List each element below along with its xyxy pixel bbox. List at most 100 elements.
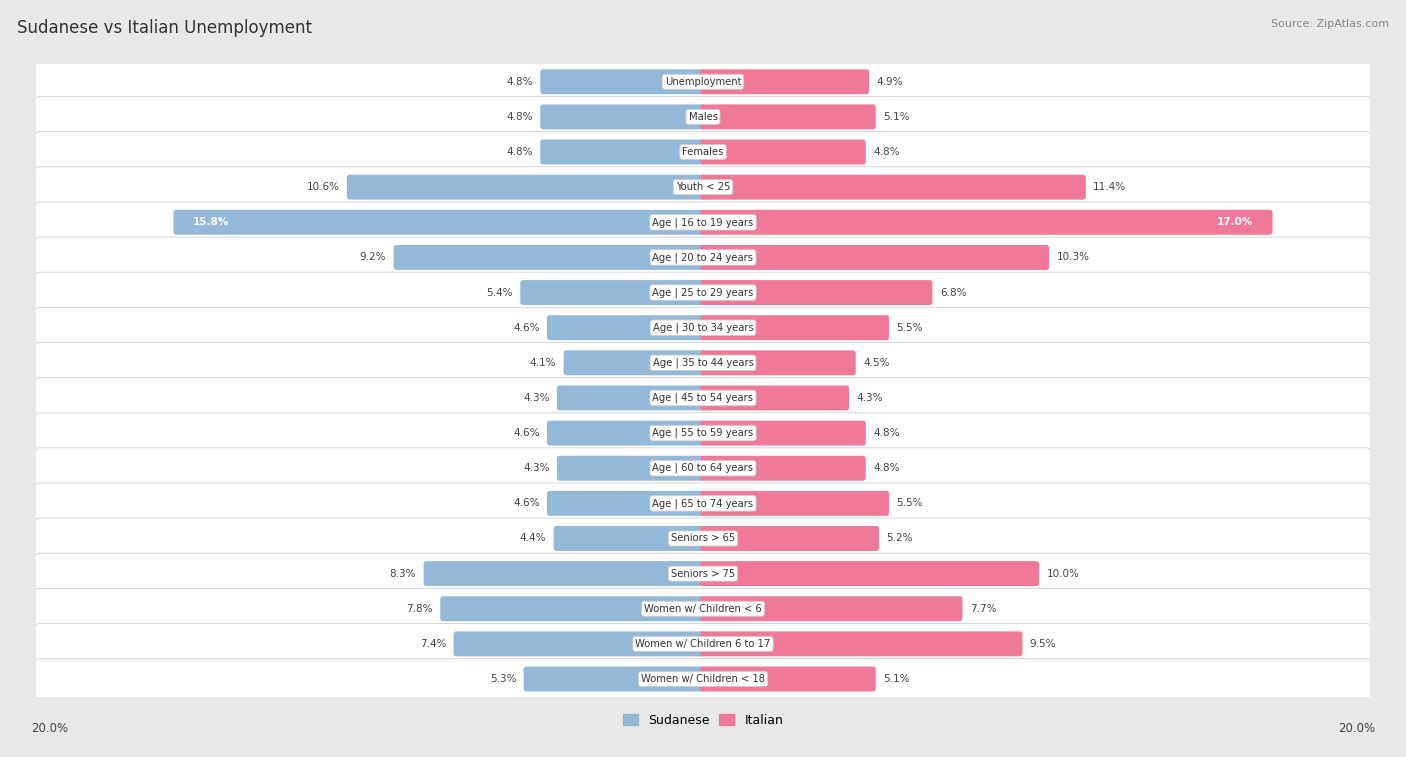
- FancyBboxPatch shape: [564, 350, 706, 375]
- Text: 4.8%: 4.8%: [506, 147, 533, 157]
- FancyBboxPatch shape: [700, 350, 856, 375]
- Text: 5.2%: 5.2%: [886, 534, 912, 544]
- FancyBboxPatch shape: [700, 421, 866, 446]
- FancyBboxPatch shape: [173, 210, 706, 235]
- Legend: Sudanese, Italian: Sudanese, Italian: [617, 709, 789, 732]
- Text: Seniors > 75: Seniors > 75: [671, 569, 735, 578]
- FancyBboxPatch shape: [35, 378, 1371, 419]
- Text: Females: Females: [682, 147, 724, 157]
- Text: Women w/ Children < 18: Women w/ Children < 18: [641, 674, 765, 684]
- FancyBboxPatch shape: [35, 483, 1371, 524]
- Text: 4.6%: 4.6%: [513, 428, 540, 438]
- FancyBboxPatch shape: [700, 456, 866, 481]
- Text: 4.6%: 4.6%: [513, 322, 540, 332]
- FancyBboxPatch shape: [700, 104, 876, 129]
- Text: 4.4%: 4.4%: [520, 534, 547, 544]
- FancyBboxPatch shape: [347, 175, 706, 200]
- Text: 9.2%: 9.2%: [360, 252, 387, 263]
- FancyBboxPatch shape: [700, 315, 889, 340]
- Text: Women w/ Children 6 to 17: Women w/ Children 6 to 17: [636, 639, 770, 649]
- Text: 20.0%: 20.0%: [31, 721, 67, 735]
- Text: 4.8%: 4.8%: [506, 76, 533, 87]
- Text: Seniors > 65: Seniors > 65: [671, 534, 735, 544]
- FancyBboxPatch shape: [394, 245, 706, 270]
- Text: Age | 25 to 29 years: Age | 25 to 29 years: [652, 288, 754, 298]
- Text: 4.6%: 4.6%: [513, 498, 540, 509]
- Text: 7.8%: 7.8%: [406, 604, 433, 614]
- Text: 5.1%: 5.1%: [883, 674, 910, 684]
- Text: 5.3%: 5.3%: [489, 674, 516, 684]
- Text: 10.0%: 10.0%: [1046, 569, 1080, 578]
- Text: Age | 45 to 54 years: Age | 45 to 54 years: [652, 393, 754, 403]
- Text: 4.3%: 4.3%: [856, 393, 883, 403]
- Text: 4.8%: 4.8%: [873, 428, 900, 438]
- Text: Women w/ Children < 6: Women w/ Children < 6: [644, 604, 762, 614]
- FancyBboxPatch shape: [35, 61, 1371, 102]
- FancyBboxPatch shape: [440, 597, 706, 621]
- FancyBboxPatch shape: [700, 667, 876, 691]
- Text: 11.4%: 11.4%: [1092, 182, 1126, 192]
- Text: 10.6%: 10.6%: [307, 182, 339, 192]
- Text: 4.1%: 4.1%: [530, 358, 557, 368]
- FancyBboxPatch shape: [547, 491, 706, 516]
- Text: Age | 30 to 34 years: Age | 30 to 34 years: [652, 322, 754, 333]
- FancyBboxPatch shape: [557, 456, 706, 481]
- FancyBboxPatch shape: [35, 167, 1371, 207]
- FancyBboxPatch shape: [35, 413, 1371, 453]
- FancyBboxPatch shape: [35, 273, 1371, 313]
- FancyBboxPatch shape: [540, 139, 706, 164]
- Text: 8.3%: 8.3%: [389, 569, 416, 578]
- Text: 4.5%: 4.5%: [863, 358, 890, 368]
- Text: Unemployment: Unemployment: [665, 76, 741, 87]
- Text: 5.5%: 5.5%: [897, 322, 922, 332]
- Text: Youth < 25: Youth < 25: [676, 182, 730, 192]
- FancyBboxPatch shape: [547, 315, 706, 340]
- FancyBboxPatch shape: [700, 210, 1272, 235]
- FancyBboxPatch shape: [35, 132, 1371, 173]
- FancyBboxPatch shape: [35, 659, 1371, 699]
- FancyBboxPatch shape: [540, 104, 706, 129]
- FancyBboxPatch shape: [554, 526, 706, 551]
- Text: 7.4%: 7.4%: [420, 639, 446, 649]
- FancyBboxPatch shape: [35, 97, 1371, 137]
- Text: Source: ZipAtlas.com: Source: ZipAtlas.com: [1271, 19, 1389, 29]
- FancyBboxPatch shape: [700, 175, 1085, 200]
- FancyBboxPatch shape: [35, 588, 1371, 629]
- Text: Age | 55 to 59 years: Age | 55 to 59 years: [652, 428, 754, 438]
- FancyBboxPatch shape: [547, 421, 706, 446]
- Text: Age | 16 to 19 years: Age | 16 to 19 years: [652, 217, 754, 228]
- Text: 20.0%: 20.0%: [1339, 721, 1375, 735]
- Text: 7.7%: 7.7%: [970, 604, 997, 614]
- Text: 4.8%: 4.8%: [873, 463, 900, 473]
- Text: 9.5%: 9.5%: [1029, 639, 1056, 649]
- Text: 17.0%: 17.0%: [1216, 217, 1253, 227]
- FancyBboxPatch shape: [700, 597, 963, 621]
- FancyBboxPatch shape: [35, 518, 1371, 559]
- Text: 15.8%: 15.8%: [193, 217, 229, 227]
- Text: 4.3%: 4.3%: [523, 463, 550, 473]
- FancyBboxPatch shape: [700, 631, 1022, 656]
- Text: 6.8%: 6.8%: [939, 288, 966, 298]
- FancyBboxPatch shape: [700, 385, 849, 410]
- Text: Males: Males: [689, 112, 717, 122]
- Text: Age | 60 to 64 years: Age | 60 to 64 years: [652, 463, 754, 473]
- FancyBboxPatch shape: [35, 624, 1371, 664]
- Text: 4.8%: 4.8%: [873, 147, 900, 157]
- FancyBboxPatch shape: [423, 561, 706, 586]
- Text: 5.5%: 5.5%: [897, 498, 922, 509]
- FancyBboxPatch shape: [700, 491, 889, 516]
- Text: Sudanese vs Italian Unemployment: Sudanese vs Italian Unemployment: [17, 19, 312, 37]
- Text: Age | 65 to 74 years: Age | 65 to 74 years: [652, 498, 754, 509]
- FancyBboxPatch shape: [557, 385, 706, 410]
- FancyBboxPatch shape: [454, 631, 706, 656]
- FancyBboxPatch shape: [700, 70, 869, 94]
- FancyBboxPatch shape: [700, 561, 1039, 586]
- Text: 10.3%: 10.3%: [1056, 252, 1090, 263]
- Text: 4.8%: 4.8%: [506, 112, 533, 122]
- Text: 4.3%: 4.3%: [523, 393, 550, 403]
- FancyBboxPatch shape: [523, 667, 706, 691]
- Text: 5.1%: 5.1%: [883, 112, 910, 122]
- Text: 4.9%: 4.9%: [876, 76, 903, 87]
- FancyBboxPatch shape: [35, 202, 1371, 243]
- FancyBboxPatch shape: [700, 526, 879, 551]
